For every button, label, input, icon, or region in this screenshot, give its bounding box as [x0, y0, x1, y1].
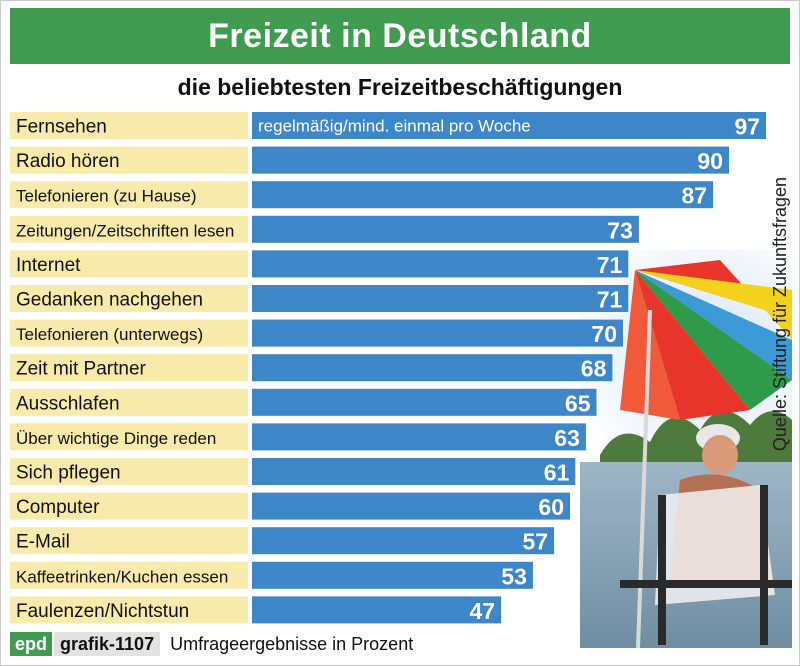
category-label-bg: [10, 492, 248, 520]
value-label: 71: [597, 287, 623, 313]
category-label-bg: [10, 285, 248, 312]
value-label: 53: [501, 563, 527, 589]
chart-title: Freizeit in Deutschland: [10, 8, 790, 64]
category-label: Radio hören: [16, 151, 120, 172]
value-label: 47: [470, 598, 496, 624]
bar: [252, 215, 639, 243]
value-label: 65: [565, 390, 591, 416]
value-label: 68: [581, 356, 607, 382]
unit-note: Umfrageergebnisse in Prozent: [170, 633, 414, 654]
value-label: 61: [544, 460, 570, 486]
bar: [252, 458, 576, 485]
category-label: E-Mail: [16, 532, 70, 553]
category-label-bg: [10, 527, 248, 555]
category-label-bg: [10, 215, 248, 243]
value-label: 70: [591, 321, 617, 347]
bar: [252, 561, 533, 589]
category-label: Telefonieren (unterwegs): [16, 325, 203, 344]
category-label-bg: [10, 596, 248, 624]
value-label: 71: [597, 252, 623, 278]
bar: [252, 388, 597, 416]
bar: [252, 181, 714, 209]
beach-photo: [580, 250, 792, 648]
category-label: Fernsehen: [16, 117, 107, 138]
bar: [252, 423, 586, 451]
value-label: 57: [523, 529, 549, 555]
category-label-bg: [10, 561, 248, 589]
category-label: Internet: [16, 255, 81, 276]
category-label-bg: [10, 250, 248, 278]
category-label: Sich pflegen: [16, 463, 121, 484]
category-label: Zeit mit Partner: [16, 359, 147, 380]
man-in-chair: [620, 424, 792, 645]
value-label: 97: [735, 114, 761, 140]
category-label-bg: [10, 354, 248, 382]
category-label-bg: [10, 181, 248, 209]
bar: [252, 146, 729, 174]
category-label: Kaffeetrinken/Kuchen essen: [16, 567, 228, 586]
bar: [252, 492, 570, 520]
category-label-bg: [10, 112, 248, 139]
photo-trees: [600, 411, 792, 465]
category-label: Gedanken nachgehen: [16, 290, 203, 311]
bar: [252, 596, 502, 624]
bar: [252, 285, 629, 312]
bar: [252, 112, 767, 139]
value-label: 73: [607, 217, 633, 243]
category-label: Telefonieren (zu Hause): [16, 187, 196, 206]
brand-logo: epd: [10, 632, 53, 656]
bar: [252, 250, 629, 278]
category-label: Ausschlafen: [16, 393, 120, 414]
bar: [252, 354, 613, 382]
source-note: Quelle: Stiftung für Zukunftsfragen: [770, 176, 790, 452]
bar: [252, 319, 623, 347]
umbrella: [620, 260, 792, 648]
footer: epd grafik-1107 Umfrageergebnisse in Pro…: [10, 632, 413, 656]
category-label: Zeitungen/Zeitschriften lesen: [16, 221, 234, 240]
legend-label: regelmäßig/mind. einmal pro Woche: [258, 117, 531, 136]
category-label-bg: [10, 423, 248, 451]
bar: [252, 527, 555, 555]
category-label: Faulenzen/Nichtstun: [16, 601, 189, 622]
value-label: 87: [682, 183, 708, 209]
category-label-bg: [10, 146, 248, 174]
chart-subtitle: die beliebtesten Freizeitbeschäftigungen: [177, 74, 623, 100]
value-label: 90: [697, 148, 723, 174]
category-label: Über wichtige Dinge reden: [16, 429, 216, 448]
value-label: 60: [538, 494, 564, 520]
category-label-bg: [10, 458, 248, 485]
category-label-bg: [10, 388, 248, 416]
graphic-code: grafik-1107: [54, 632, 161, 656]
category-label-bg: [10, 319, 248, 347]
value-label: 63: [554, 425, 580, 451]
category-label: Computer: [16, 497, 100, 518]
